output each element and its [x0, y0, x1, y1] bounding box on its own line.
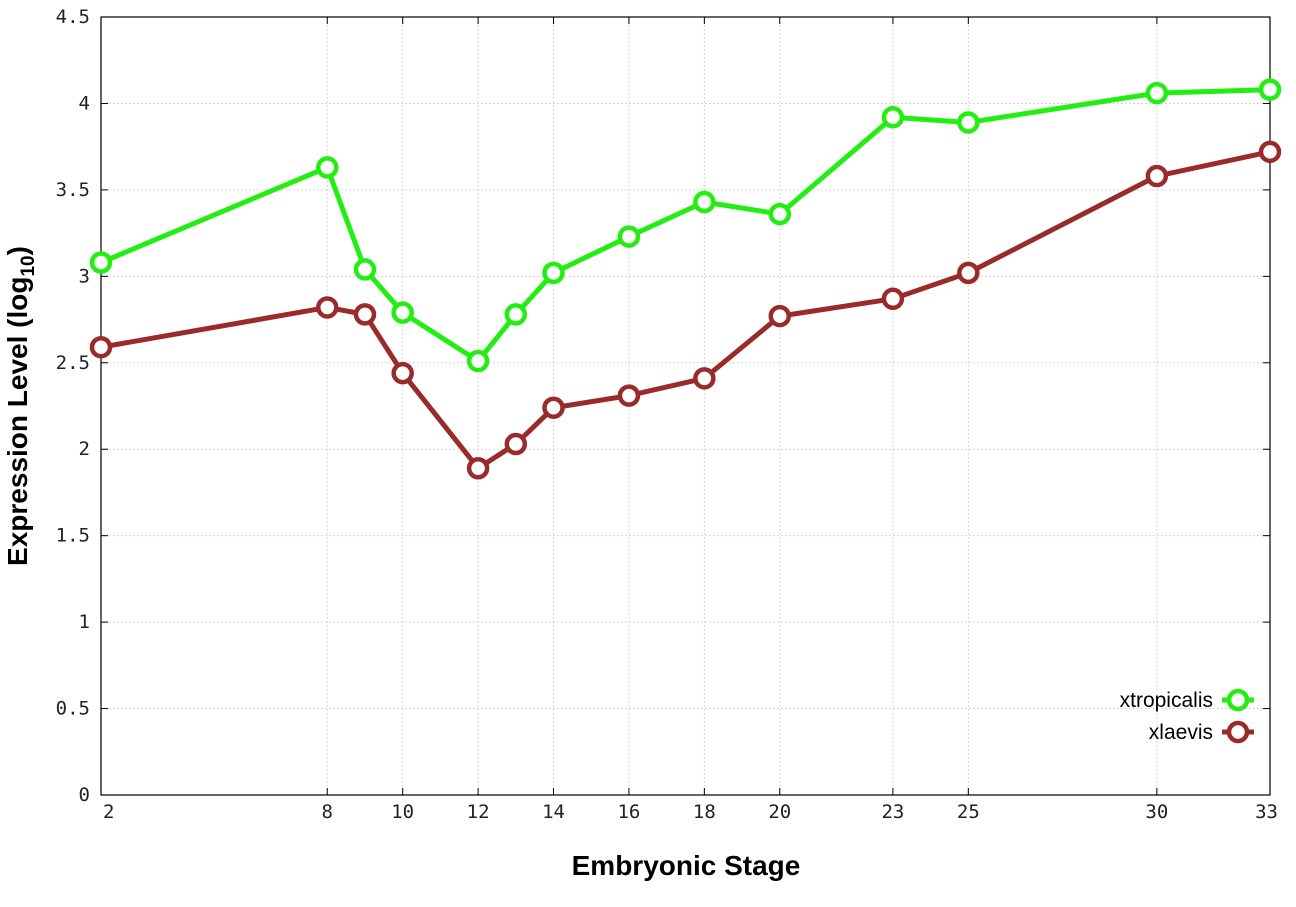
data-point: [89, 335, 113, 359]
legend-item: xtropicalis: [1120, 688, 1254, 712]
data-point: [617, 225, 641, 248]
x-tick-label: 16: [617, 801, 640, 823]
x-tick-label: 20: [768, 801, 791, 823]
data-point: [353, 303, 377, 326]
data-point: [768, 202, 792, 226]
y-tick-label: 0.5: [56, 698, 90, 720]
y-tick-label: 0: [79, 784, 90, 806]
x-tick-label: 30: [1145, 801, 1168, 823]
x-tick-label: 12: [467, 801, 490, 823]
y-tick-label: 1.5: [56, 525, 90, 547]
series-line: [100, 87, 1271, 364]
x-tick-label: 33: [1255, 801, 1278, 823]
data-point: [466, 456, 490, 480]
data-point: [881, 287, 905, 311]
data-point: [693, 190, 716, 214]
data-point: [1145, 164, 1169, 188]
x-tick-label: 10: [391, 801, 414, 823]
x-tick-label: 2: [103, 801, 114, 823]
x-tick-label: 25: [957, 801, 980, 823]
series-line: [100, 149, 1271, 471]
series-layer: [89, 78, 1282, 480]
data-point: [466, 349, 490, 373]
y-axis-title-subscript: 10: [18, 255, 39, 276]
data-point: [391, 301, 414, 324]
legend-label: xtropicalis: [1120, 689, 1213, 712]
data-point: [1258, 140, 1282, 164]
data-point: [391, 361, 414, 385]
data-point: [89, 251, 113, 274]
data-point: [504, 432, 528, 456]
data-point: [881, 106, 905, 129]
y-tick-label: 1: [79, 611, 90, 633]
series-xtropicalis: [89, 78, 1282, 373]
y-axis-title: Expression Level (log10): [2, 246, 39, 566]
y-axis-title-main: Expression Level (log: [2, 277, 33, 566]
y-tick-label: 4: [79, 92, 90, 114]
legend-marker: [1226, 688, 1250, 712]
x-tick-label: 14: [542, 801, 565, 823]
data-point: [316, 296, 339, 319]
plot-frame: [100, 16, 1271, 796]
x-tick-label: 18: [693, 801, 716, 823]
data-point: [542, 261, 565, 285]
data-point: [957, 261, 980, 285]
data-point: [768, 304, 792, 328]
y-tick-label: 3.5: [56, 179, 90, 201]
legend: xtropicalis xlaevis: [1120, 688, 1254, 744]
data-point: [957, 111, 980, 134]
grid-lines: [101, 17, 1270, 795]
data-point: [542, 396, 565, 419]
x-axis-title: Embryonic Stage: [572, 850, 801, 881]
data-point: [353, 258, 377, 281]
x-tick-label: 23: [881, 801, 904, 823]
y-tick-label: 2.5: [56, 352, 90, 374]
x-tick-label: 8: [322, 801, 333, 823]
y-axis-title-close: ): [2, 246, 33, 255]
data-point: [1258, 78, 1282, 101]
data-point: [693, 367, 716, 390]
series-xlaevis: [89, 140, 1282, 480]
data-point: [1145, 81, 1169, 105]
legend-marker: [1226, 720, 1250, 744]
x-axis-ticks: 2 8 10 12 14 16 18 20 23 25 30 33: [100, 17, 1278, 823]
y-tick-label: 3: [79, 265, 90, 287]
data-point: [316, 156, 339, 179]
y-tick-label: 4.5: [56, 6, 90, 28]
data-point: [504, 303, 528, 326]
y-tick-label: 2: [79, 438, 90, 460]
y-axis-ticks: 0 0.5 1 1.5 2 2.5 3 3.5 4 4.5: [56, 6, 1270, 806]
legend-item: xlaevis: [1149, 720, 1254, 744]
legend-label: xlaevis: [1149, 721, 1213, 744]
data-point: [617, 384, 641, 407]
